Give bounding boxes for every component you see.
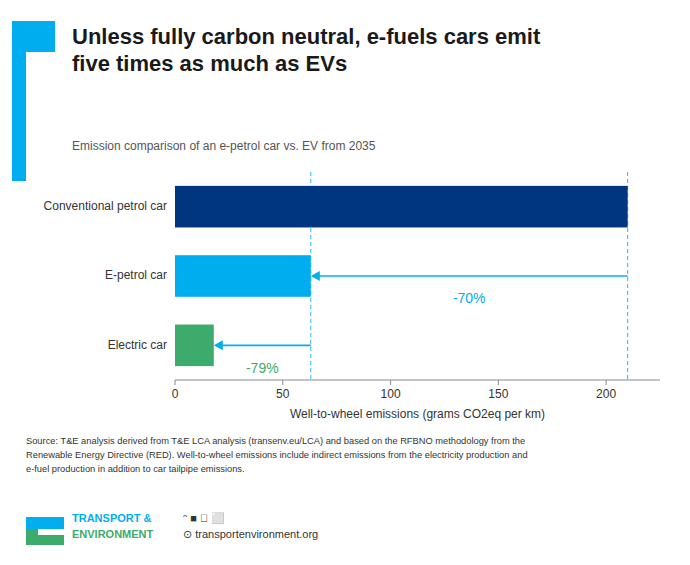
text-line: Emission comparison of an e-petrol car v… xyxy=(72,139,376,153)
bar xyxy=(175,186,628,228)
tick-label: 150 xyxy=(488,387,508,401)
category-label: Electric car xyxy=(108,338,167,352)
tick-mark xyxy=(390,380,391,385)
footer-text: TRANSPORT & xyxy=(72,512,152,524)
source: Source: T&E analysis derived from T&E LC… xyxy=(26,436,528,474)
category-label: E-petrol car xyxy=(105,268,167,282)
arrow xyxy=(311,271,628,281)
tick-mark xyxy=(282,380,283,385)
logo xyxy=(26,529,38,545)
footer-text: ENVIRONMENT xyxy=(72,528,154,540)
axis-title: Well-to-wheel emissions (grams CO2eq per… xyxy=(290,407,545,421)
text-line: Source: T&E analysis derived from T&E LC… xyxy=(26,436,525,446)
corner-bracket xyxy=(12,21,26,181)
tick-label: 200 xyxy=(596,387,616,401)
tick-mark xyxy=(498,380,499,385)
arrow xyxy=(214,340,311,350)
title: Unless fully carbon neutral, e-fuels car… xyxy=(72,24,541,76)
tick-label: 50 xyxy=(276,387,290,401)
tick-mark xyxy=(606,380,607,385)
tick-mark xyxy=(175,380,176,385)
logo xyxy=(26,517,38,545)
arrow-head xyxy=(311,271,320,281)
tick-label: 0 xyxy=(172,387,179,401)
arrow-shaft xyxy=(317,275,628,277)
annotation: -79% xyxy=(246,360,279,376)
chart: Unless fully carbon neutral, e-fuels car… xyxy=(0,0,690,565)
tick-label: 100 xyxy=(381,387,401,401)
annotation: -70% xyxy=(453,290,486,306)
footer-text: ᵔ ■  ⬜ xyxy=(183,512,225,525)
bar xyxy=(175,325,214,367)
text-line: Renewable Energy Directive (RED). Well-t… xyxy=(26,450,528,460)
text-line: five times as much as EVs xyxy=(72,51,347,76)
axis-line xyxy=(175,380,660,381)
footer-text: ⊙ transportenvironment.org xyxy=(183,528,318,540)
bar xyxy=(175,255,311,297)
x-axis: 0 50 100 150 200 Well-to-wheel emissions (gra… xyxy=(172,380,660,421)
plot-area xyxy=(175,172,628,380)
text-line: e-fuel production in addition to car tai… xyxy=(26,464,245,474)
arrow-shaft xyxy=(220,345,311,347)
page: {"chart_data": { "type": "bar", "orienta… xyxy=(0,0,690,565)
arrow-head xyxy=(214,340,223,350)
category-label: Conventional petrol car xyxy=(44,199,167,213)
subtitle: Emission comparison of an e-petrol car v… xyxy=(72,139,376,153)
text-line: Unless fully carbon neutral, e-fuels car… xyxy=(72,24,541,49)
